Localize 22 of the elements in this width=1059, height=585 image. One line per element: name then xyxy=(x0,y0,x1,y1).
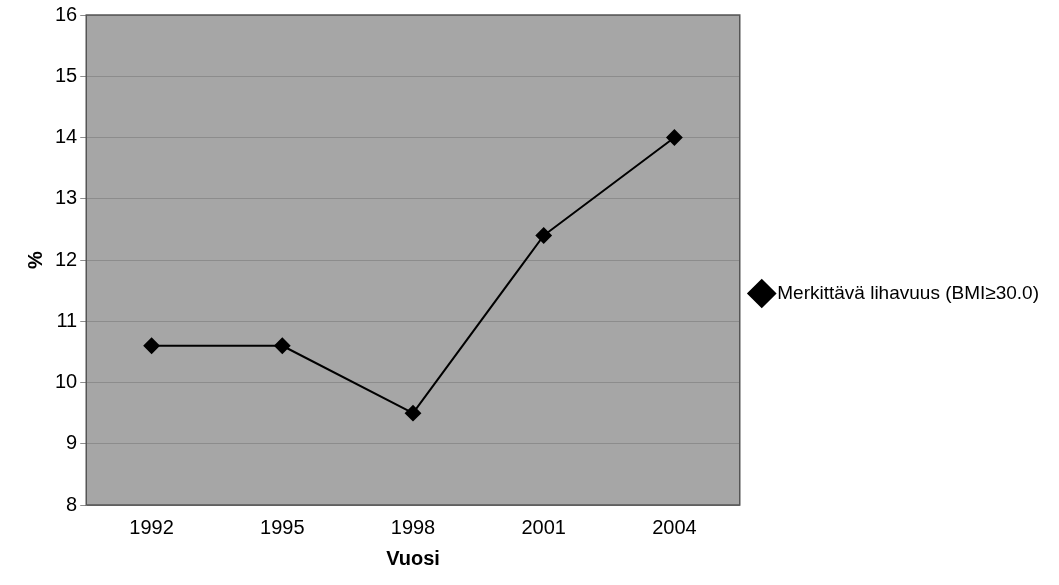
point xyxy=(666,129,683,146)
y-tick-label: 16 xyxy=(55,2,78,25)
x-axis-title: Vuosi xyxy=(386,546,440,569)
x-tick-label: 2001 xyxy=(521,515,566,538)
point xyxy=(405,405,421,422)
y-tick-label: 14 xyxy=(55,125,78,148)
y-axis-title: % xyxy=(23,250,46,269)
x-tick-label: 2004 xyxy=(652,515,697,538)
x-tick-label: 1992 xyxy=(129,515,174,538)
legend-label: Merkittävä lihavuus (BMI≥30.0) xyxy=(777,281,1040,303)
y-tick-label: 12 xyxy=(55,247,78,270)
point xyxy=(535,227,552,244)
x-tick-label: 1998 xyxy=(390,515,436,538)
x-tick-label: 1995 xyxy=(260,515,305,538)
y-tick-label: 15 xyxy=(55,63,78,86)
point xyxy=(274,337,291,354)
y-tick-label: 11 xyxy=(56,308,78,331)
point xyxy=(143,337,160,354)
y-tick-label: 13 xyxy=(55,186,78,209)
y-tick-label: 9 xyxy=(66,431,78,454)
y-tick-label: 10 xyxy=(55,370,78,393)
y-tick-label: 8 xyxy=(66,492,78,515)
